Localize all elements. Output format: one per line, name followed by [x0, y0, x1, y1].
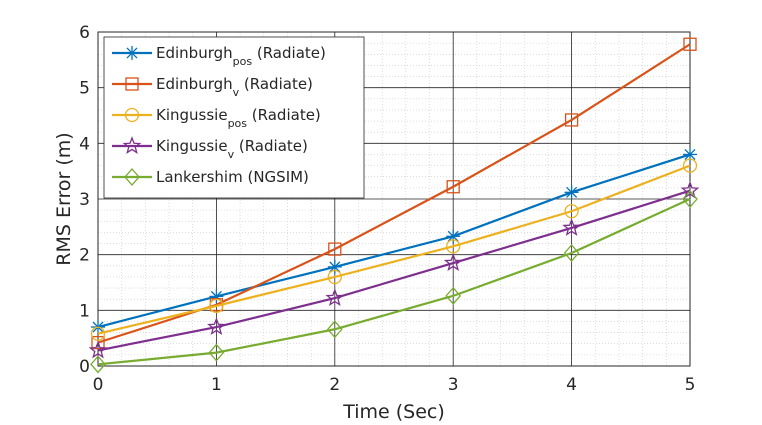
- data-point-circle: [446, 239, 461, 254]
- legend-label-name: Lankershim (NGSIM): [156, 168, 309, 186]
- legend-item: Kingussiev (Radiate): [112, 136, 308, 161]
- series-layer: [88, 37, 700, 374]
- data-point-square: [446, 180, 460, 194]
- legend-label-suffix: (Radiate): [252, 44, 326, 62]
- data-point-square: [328, 242, 342, 256]
- legend-label: Kingussiepos (Radiate): [156, 106, 321, 130]
- legend-label: Edinburghv (Radiate): [156, 75, 313, 99]
- data-point-asterisk: [564, 185, 579, 200]
- data-point-square: [91, 335, 105, 350]
- y-tick-label: 1: [79, 301, 90, 321]
- legend-label-subscript: pos: [233, 55, 253, 68]
- data-point-diamond: [208, 343, 225, 362]
- legend-label-suffix: (Radiate): [234, 137, 308, 155]
- x-tick-label: 2: [329, 375, 340, 395]
- legend-box: [103, 36, 365, 199]
- data-point-asterisk: [446, 229, 461, 244]
- legend-item: Kingussiepos (Radiate): [112, 106, 321, 130]
- data-point-asterisk: [209, 289, 224, 304]
- legend-label-name: Kingussie: [156, 137, 228, 155]
- data-point-star: [88, 340, 108, 359]
- data-point-asterisk: [327, 259, 342, 274]
- legend-item: Lankershim (NGSIM): [112, 168, 309, 186]
- series-4: [88, 180, 700, 359]
- y-tick-label: 5: [79, 79, 90, 99]
- x-tick-label: 3: [448, 375, 459, 395]
- legend-label-suffix: (Radiate): [247, 106, 321, 124]
- series-line: [97, 189, 691, 352]
- legend-item: Edinburghv (Radiate): [112, 75, 313, 99]
- series-3: [90, 158, 698, 341]
- data-point-diamond: [90, 355, 106, 374]
- data-point-circle: [209, 298, 224, 314]
- legend-label-subscript: v: [233, 86, 240, 99]
- x-tick-label: 5: [685, 375, 696, 395]
- y-tick-label: 6: [79, 23, 90, 43]
- data-point-circle: [90, 326, 106, 341]
- x-axis-label: Time (Sec): [342, 401, 445, 423]
- y-tick-label: 0: [79, 357, 90, 377]
- legend: Edinburghpos (Radiate)Edinburghv (Radiat…: [103, 36, 365, 199]
- legend-item: Edinburghpos (Radiate): [112, 44, 326, 68]
- data-point-circle: [682, 158, 698, 173]
- data-point-circle: [124, 107, 140, 123]
- data-point-asterisk: [125, 46, 139, 60]
- data-point-square: [564, 113, 579, 127]
- y-axis-label: RMS Error (m): [53, 132, 75, 265]
- data-point-diamond: [124, 168, 140, 186]
- y-tick-label: 3: [79, 190, 90, 210]
- legend-label: Kingussiev (Radiate): [156, 137, 308, 161]
- legend-label: Edinburghpos (Radiate): [156, 44, 326, 68]
- legend-label-suffix: (Radiate): [239, 75, 313, 93]
- series-1: [91, 147, 697, 335]
- data-point-circle: [564, 204, 579, 219]
- data-point-star: [680, 180, 700, 199]
- legend-label: Lankershim (NGSIM): [156, 168, 309, 186]
- data-point-star: [443, 253, 463, 271]
- series-line: [97, 164, 691, 335]
- y-tick-label: 4: [79, 134, 90, 154]
- data-point-star: [562, 218, 581, 236]
- x-tick-label: 4: [566, 375, 577, 395]
- data-point-star: [122, 136, 142, 154]
- data-point-square: [125, 77, 139, 91]
- data-point-square: [683, 37, 697, 51]
- data-point-circle: [327, 269, 342, 285]
- y-axis-ticks: 0 1 2 3 4 5 6: [79, 23, 90, 377]
- series-line: [97, 197, 691, 366]
- data-point-diamond: [563, 244, 580, 262]
- data-point-diamond: [682, 190, 698, 208]
- data-point-star: [325, 288, 345, 307]
- data-point-diamond: [326, 320, 343, 339]
- legend-label-subscript: pos: [228, 117, 248, 130]
- legend-label-name: Kingussie: [156, 106, 228, 124]
- series-5: [90, 190, 698, 374]
- data-point-diamond: [445, 286, 462, 305]
- y-tick-label: 2: [79, 246, 90, 266]
- series-line: [97, 153, 691, 329]
- x-axis-ticks: 0 1 2 3 4 5: [93, 375, 696, 395]
- x-tick-label: 0: [93, 375, 104, 395]
- data-point-star: [207, 317, 226, 335]
- legend-label-name: Edinburgh: [156, 75, 233, 93]
- legend-label-subscript: v: [228, 148, 235, 161]
- legend-label-name: Edinburgh: [156, 44, 233, 62]
- x-tick-label: 1: [211, 375, 222, 395]
